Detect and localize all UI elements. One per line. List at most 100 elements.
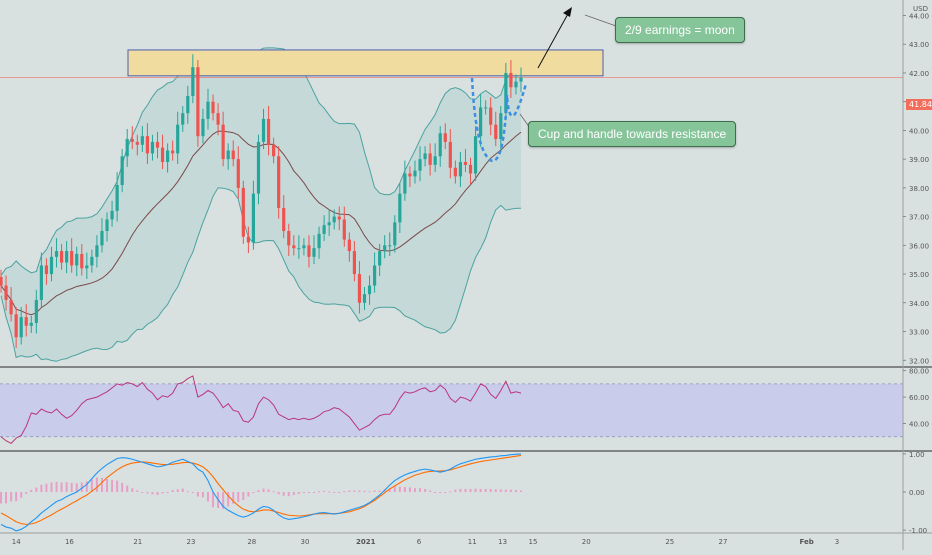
candle-body (171, 150, 175, 154)
candle (337, 206, 341, 231)
candle (70, 238, 74, 273)
candle (378, 243, 382, 277)
macd-histogram-bar (196, 492, 199, 497)
candle (85, 252, 89, 279)
price-tick-label: 32.00 (909, 357, 929, 365)
macd-histogram-bar (262, 488, 265, 492)
candle-body (458, 162, 463, 177)
candle (59, 243, 64, 270)
macd-histogram-bar (237, 492, 240, 502)
candle (19, 307, 23, 345)
time-tick-label: Feb (799, 538, 813, 546)
time-tick-label: 27 (719, 538, 728, 546)
macd-histogram-bar (227, 492, 230, 507)
candle (231, 140, 235, 167)
candle-body (367, 285, 372, 295)
earnings-callout[interactable]: 2/9 earnings = moon (615, 17, 745, 43)
rsi-tick-label: 80.00 (909, 368, 929, 376)
candle-body (352, 251, 356, 275)
macd-histogram-bar (514, 490, 517, 492)
macd-histogram-bar (201, 492, 204, 498)
candle-body (428, 153, 432, 165)
macd-histogram-bar (131, 488, 134, 492)
macd-histogram-bar (363, 490, 366, 492)
macd-histogram-bar (272, 491, 275, 493)
macd-histogram-bar (116, 480, 119, 492)
candle-body (236, 159, 240, 188)
candle (342, 206, 346, 247)
macd-histogram-bar (242, 492, 245, 500)
price-tick-label: 40.00 (909, 127, 929, 135)
macd-histogram-bar (520, 490, 522, 492)
candle (463, 149, 468, 173)
macd-histogram-bar (30, 489, 33, 492)
candle-body (378, 251, 382, 266)
macd-histogram-bar (151, 492, 154, 495)
candle (206, 88, 210, 130)
rsi-tick-label: 40.00 (909, 421, 929, 429)
candle-body (287, 230, 291, 246)
macd-histogram-bar (504, 489, 507, 492)
candle (54, 238, 59, 268)
candle (166, 143, 170, 173)
candle (181, 105, 185, 132)
macd-histogram-bar (302, 492, 305, 494)
candle (4, 275, 8, 311)
macd-histogram-bar (20, 492, 23, 498)
macd-histogram-bar (348, 490, 351, 492)
macd-histogram-bar (287, 492, 290, 497)
time-tick-label: 2021 (356, 538, 376, 546)
macd-histogram-bar (454, 489, 457, 492)
candle (236, 146, 240, 199)
time-tick-label: 16 (65, 538, 74, 546)
macd-histogram-bar (509, 489, 512, 492)
candle (80, 243, 84, 276)
macd-histogram-bar (358, 490, 361, 492)
candle-body (473, 136, 478, 174)
candle (322, 215, 326, 242)
candle (29, 315, 33, 333)
macd-histogram-bar (176, 489, 179, 492)
macd-histogram-bar (95, 477, 98, 492)
candle-body (362, 294, 367, 303)
macd-histogram-bar (368, 491, 371, 493)
candle (125, 128, 129, 167)
candle (272, 137, 276, 164)
price-tick-label: 34.00 (909, 300, 929, 308)
candle (484, 100, 488, 115)
candle (479, 94, 483, 147)
candle-body (85, 265, 89, 269)
candle (297, 235, 301, 259)
macd-histogram-bar (0, 492, 2, 504)
candle-body (266, 118, 271, 145)
candle (372, 252, 377, 293)
macd-histogram-bar (434, 492, 437, 493)
candle-body (110, 210, 114, 220)
macd-histogram-bar (494, 489, 497, 492)
candle-body (463, 162, 468, 165)
candle-body (261, 118, 266, 142)
macd-histogram-bar (126, 485, 129, 492)
candle (357, 261, 362, 314)
candle (216, 103, 220, 136)
candle (282, 195, 286, 239)
candle-body (211, 101, 215, 114)
macd-histogram-bar (181, 488, 184, 492)
macd-histogram-bar (40, 484, 43, 492)
macd-histogram-bar (156, 492, 159, 496)
macd-histogram-bar (403, 487, 406, 492)
macd-histogram-bar (484, 488, 487, 492)
macd-histogram-bar (413, 488, 416, 492)
macd-histogram-bar (313, 492, 316, 493)
candle-body (302, 245, 306, 249)
macd-histogram-bar (222, 492, 225, 509)
cup-handle-callout[interactable]: Cup and handle towards resistance (528, 121, 737, 147)
candle (155, 131, 160, 159)
macd-histogram-bar (474, 488, 477, 492)
candle-body (90, 256, 94, 266)
candle-body (231, 150, 235, 160)
candle (388, 232, 392, 256)
candle-body (0, 276, 3, 286)
